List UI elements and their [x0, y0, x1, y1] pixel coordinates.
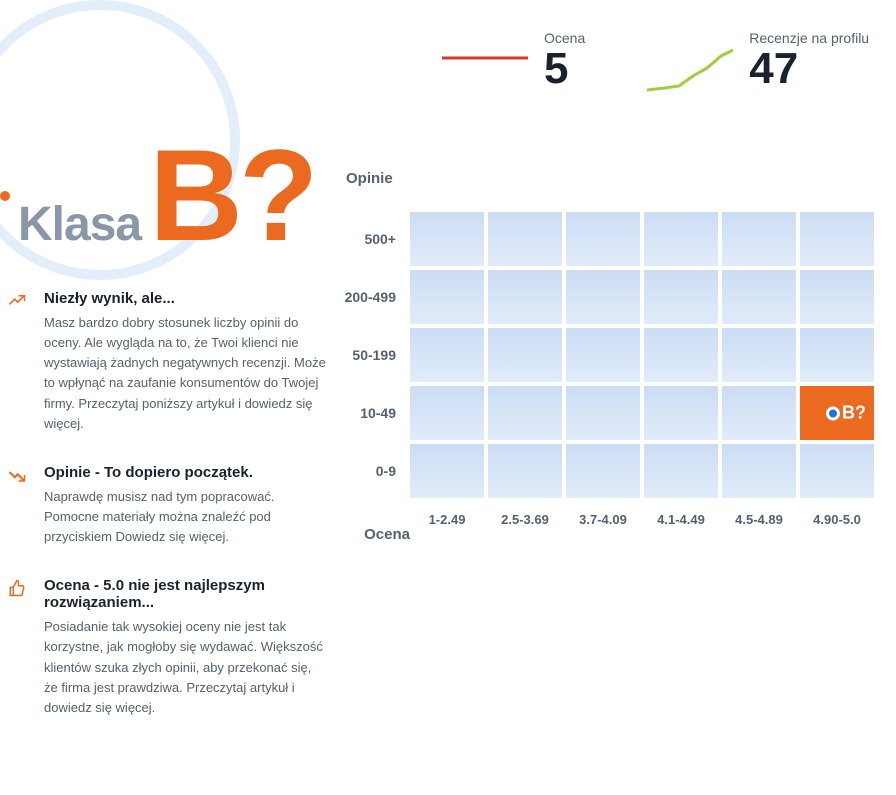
- matrix-cell: [800, 328, 874, 382]
- matrix-highlight-marker: B?: [826, 403, 866, 424]
- matrix-cell: [566, 328, 640, 382]
- matrix-row-label: 500+: [326, 231, 410, 247]
- stats-row: Ocena 5 Recenzje na profilu 47: [440, 30, 869, 98]
- matrix-row: 0-9: [326, 442, 874, 500]
- matrix-x-axis-title: Ocena: [346, 526, 410, 543]
- matrix-row: 500+: [326, 210, 874, 268]
- matrix-cell: [800, 444, 874, 498]
- matrix-cell: [722, 328, 796, 382]
- matrix-cells: [410, 270, 874, 324]
- stat-reviews-value: 47: [749, 46, 869, 92]
- matrix-cell: [566, 212, 640, 266]
- matrix-cells: [410, 212, 874, 266]
- matrix-cell: [722, 270, 796, 324]
- matrix-cell: [566, 444, 640, 498]
- matrix-cell: [800, 212, 874, 266]
- tips-list: Niezły wynik, ale... Masz bardzo dobry st…: [8, 290, 328, 748]
- matrix-y-axis-title: Opinie: [346, 170, 393, 187]
- matrix-cell: [410, 270, 484, 324]
- matrix-cell: [488, 270, 562, 324]
- matrix-cell: [644, 328, 718, 382]
- matrix-cell: [566, 270, 640, 324]
- matrix-cell: [488, 328, 562, 382]
- matrix-x-label: 2.5-3.69: [488, 512, 562, 527]
- matrix-cell: [410, 328, 484, 382]
- grade-dot-icon: [0, 191, 10, 201]
- sparkline-reviews-icon: [645, 48, 735, 98]
- matrix-cell: [644, 444, 718, 498]
- matrix-x-label: 4.1-4.49: [644, 512, 718, 527]
- matrix-cell: [410, 212, 484, 266]
- sparkline-rating-icon: [440, 48, 530, 98]
- matrix-row-label: 10-49: [326, 405, 410, 421]
- tip-body: Naprawdę musisz nad tym popracować. Pomo…: [44, 487, 328, 547]
- matrix-row-label: 0-9: [326, 463, 410, 479]
- matrix-cell: [800, 270, 874, 324]
- marker-label: B?: [842, 403, 866, 424]
- tip-title: Niezły wynik, ale...: [44, 290, 328, 307]
- tip-item: Ocena - 5.0 nie jest najlepszym rozwiąza…: [8, 577, 328, 718]
- grade-class-label: Klasa: [18, 197, 141, 252]
- matrix-cell: [722, 444, 796, 498]
- tip-body: Posiadanie tak wysokiej oceny nie jest t…: [44, 617, 328, 718]
- matrix-cell: [488, 444, 562, 498]
- stat-rating: Ocena 5: [440, 30, 585, 98]
- thumb-up-icon: [8, 579, 30, 718]
- matrix-x-label: 3.7-4.09: [566, 512, 640, 527]
- tip-item: Opinie - To dopiero początek. Naprawdę mu…: [8, 464, 328, 547]
- matrix-cell: B?: [800, 386, 874, 440]
- matrix-row: 200-499: [326, 268, 874, 326]
- matrix-row-label: 50-199: [326, 347, 410, 363]
- matrix-grid: 500+ 200-499 50-199 10-49 B? 0-9 1-2.49 2.5-3.6…: [326, 210, 874, 527]
- matrix-cell: [410, 444, 484, 498]
- tip-body: Masz bardzo dobry stosunek liczby opinii…: [44, 313, 328, 434]
- matrix-x-label: 4.5-4.89: [722, 512, 796, 527]
- matrix-cell: [410, 386, 484, 440]
- matrix-cell: [722, 212, 796, 266]
- matrix-cell: [644, 270, 718, 324]
- matrix-row: 10-49 B?: [326, 384, 874, 442]
- matrix-cells: [410, 444, 874, 498]
- matrix-cell: [488, 212, 562, 266]
- matrix-cell: [722, 386, 796, 440]
- matrix-x-labels: 1-2.49 2.5-3.69 3.7-4.09 4.1-4.49 4.5-4.89 4.…: [410, 512, 874, 527]
- tip-item: Niezły wynik, ale... Masz bardzo dobry st…: [8, 290, 328, 434]
- grade-block: Klasa B?: [0, 140, 314, 252]
- matrix-cell: [644, 212, 718, 266]
- marker-dot-icon: [826, 406, 840, 420]
- trend-down-icon: [8, 466, 30, 547]
- grade-letter: B?: [149, 140, 314, 251]
- matrix-cell: [566, 386, 640, 440]
- matrix-x-label: 4.90-5.0: [800, 512, 874, 527]
- stat-rating-value: 5: [544, 46, 585, 92]
- matrix-x-label: 1-2.49: [410, 512, 484, 527]
- matrix-row: 50-199: [326, 326, 874, 384]
- tip-title: Opinie - To dopiero początek.: [44, 464, 328, 481]
- stat-reviews: Recenzje na profilu 47: [645, 30, 869, 98]
- trend-up-icon: [8, 292, 30, 434]
- tip-title: Ocena - 5.0 nie jest najlepszym rozwiąza…: [44, 577, 328, 611]
- matrix-cells: [410, 328, 874, 382]
- matrix-cell: [488, 386, 562, 440]
- matrix-cells: B?: [410, 386, 874, 440]
- matrix-cell: [644, 386, 718, 440]
- matrix-row-label: 200-499: [326, 289, 410, 305]
